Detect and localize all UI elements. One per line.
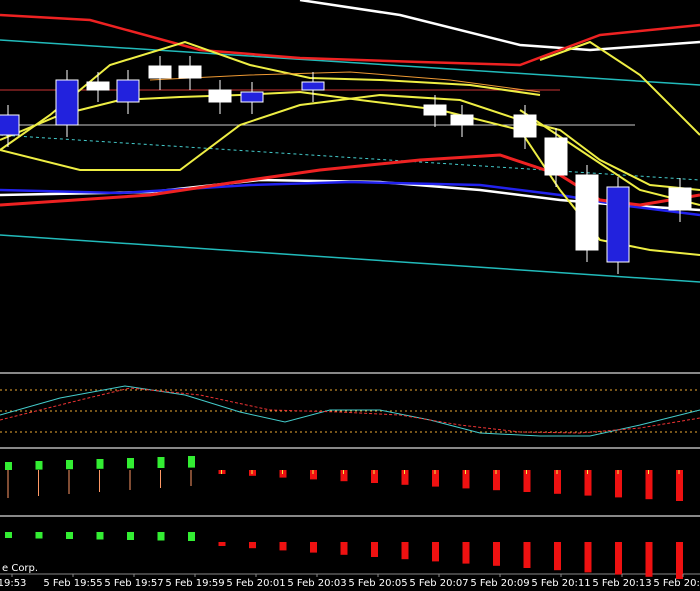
trend-line: [0, 134, 700, 181]
candle-body: [55, 79, 79, 126]
histogram-bar: [401, 470, 409, 485]
histogram-bar: [432, 470, 439, 487]
time-label: 19:53: [0, 578, 26, 589]
histogram-bar: [462, 542, 470, 564]
histogram-bar: [645, 542, 653, 577]
histogram-bar: [584, 542, 592, 573]
histogram-bar: [676, 542, 683, 579]
histogram-bar: [188, 532, 195, 541]
histogram-bar: [5, 462, 12, 470]
candle-body: [544, 137, 568, 176]
time-label: 5 Feb 19:59: [165, 578, 224, 589]
histogram-bar: [66, 532, 73, 539]
time-label: 5 Feb 20:11: [531, 578, 590, 589]
trend-line: [0, 234, 700, 283]
histogram-bar: [218, 542, 226, 546]
time-label: 5 Feb 20:15: [653, 578, 700, 589]
histogram-bar: [35, 461, 43, 470]
time-label: 5 Feb 20:07: [409, 578, 468, 589]
histogram-bar: [615, 470, 622, 498]
histogram-bar: [401, 542, 409, 560]
histogram-bar: [340, 470, 348, 482]
histogram-bar: [310, 542, 317, 553]
histogram-bar: [523, 542, 531, 568]
histogram-bar: [5, 532, 12, 538]
candle-body: [301, 81, 325, 91]
candle-body: [116, 79, 140, 103]
histogram-bar: [554, 542, 561, 571]
candle-body: [240, 91, 264, 103]
histogram-bar: [371, 470, 378, 483]
band-line: [539, 40, 700, 136]
candle-body: [86, 81, 110, 91]
histogram-bar: [35, 532, 43, 539]
candle-body: [208, 89, 232, 103]
histogram-bar: [493, 542, 500, 566]
histogram-bar: [96, 459, 104, 469]
candle-body: [148, 65, 172, 79]
histogram-bar: [279, 542, 287, 551]
histogram-bar: [127, 532, 134, 540]
histogram-bar: [462, 470, 470, 489]
histogram-bar: [584, 470, 592, 496]
time-label: 5 Feb 20:05: [348, 578, 407, 589]
time-label: 5 Feb 20:13: [592, 578, 651, 589]
histogram-bar: [157, 532, 165, 541]
candle-body: [0, 114, 20, 136]
histogram-bar: [188, 456, 195, 468]
candle-body: [423, 104, 447, 116]
histogram-bar: [66, 460, 73, 470]
histogram-bar: [432, 542, 439, 562]
band-line: [299, 0, 700, 52]
candle-body: [668, 187, 692, 211]
histogram-bar: [676, 470, 683, 501]
time-label: 5 Feb 20:09: [470, 578, 529, 589]
histogram-bar: [645, 470, 653, 500]
histogram-bar: [615, 542, 622, 575]
time-label: 5 Feb 20:01: [226, 578, 285, 589]
histogram-bar: [340, 542, 348, 555]
time-label: 5 Feb 20:03: [287, 578, 346, 589]
candle-body: [513, 114, 537, 138]
band-line: [0, 93, 700, 191]
histogram-bar: [371, 542, 378, 557]
oscillator-line: [0, 385, 700, 437]
candle-body: [606, 186, 630, 263]
histogram-bar: [554, 470, 561, 494]
band-line: [0, 13, 700, 67]
histogram-bar: [249, 542, 256, 549]
histogram-bar: [96, 532, 104, 540]
time-label: 5 Feb 19:55: [43, 578, 102, 589]
candle-body: [450, 114, 474, 126]
histogram-bar: [310, 470, 317, 480]
histogram-bar: [157, 457, 165, 468]
watermark: e Corp.: [2, 563, 38, 574]
histogram-bar: [127, 458, 134, 469]
histogram-bar: [523, 470, 531, 492]
oscillator-line: [0, 387, 700, 434]
ma-line: [149, 71, 541, 93]
candle-body: [575, 174, 599, 251]
time-label: 5 Feb 19:57: [104, 578, 163, 589]
trend-line: [0, 39, 700, 86]
histogram-bar: [493, 470, 500, 491]
candle-body: [178, 65, 202, 79]
